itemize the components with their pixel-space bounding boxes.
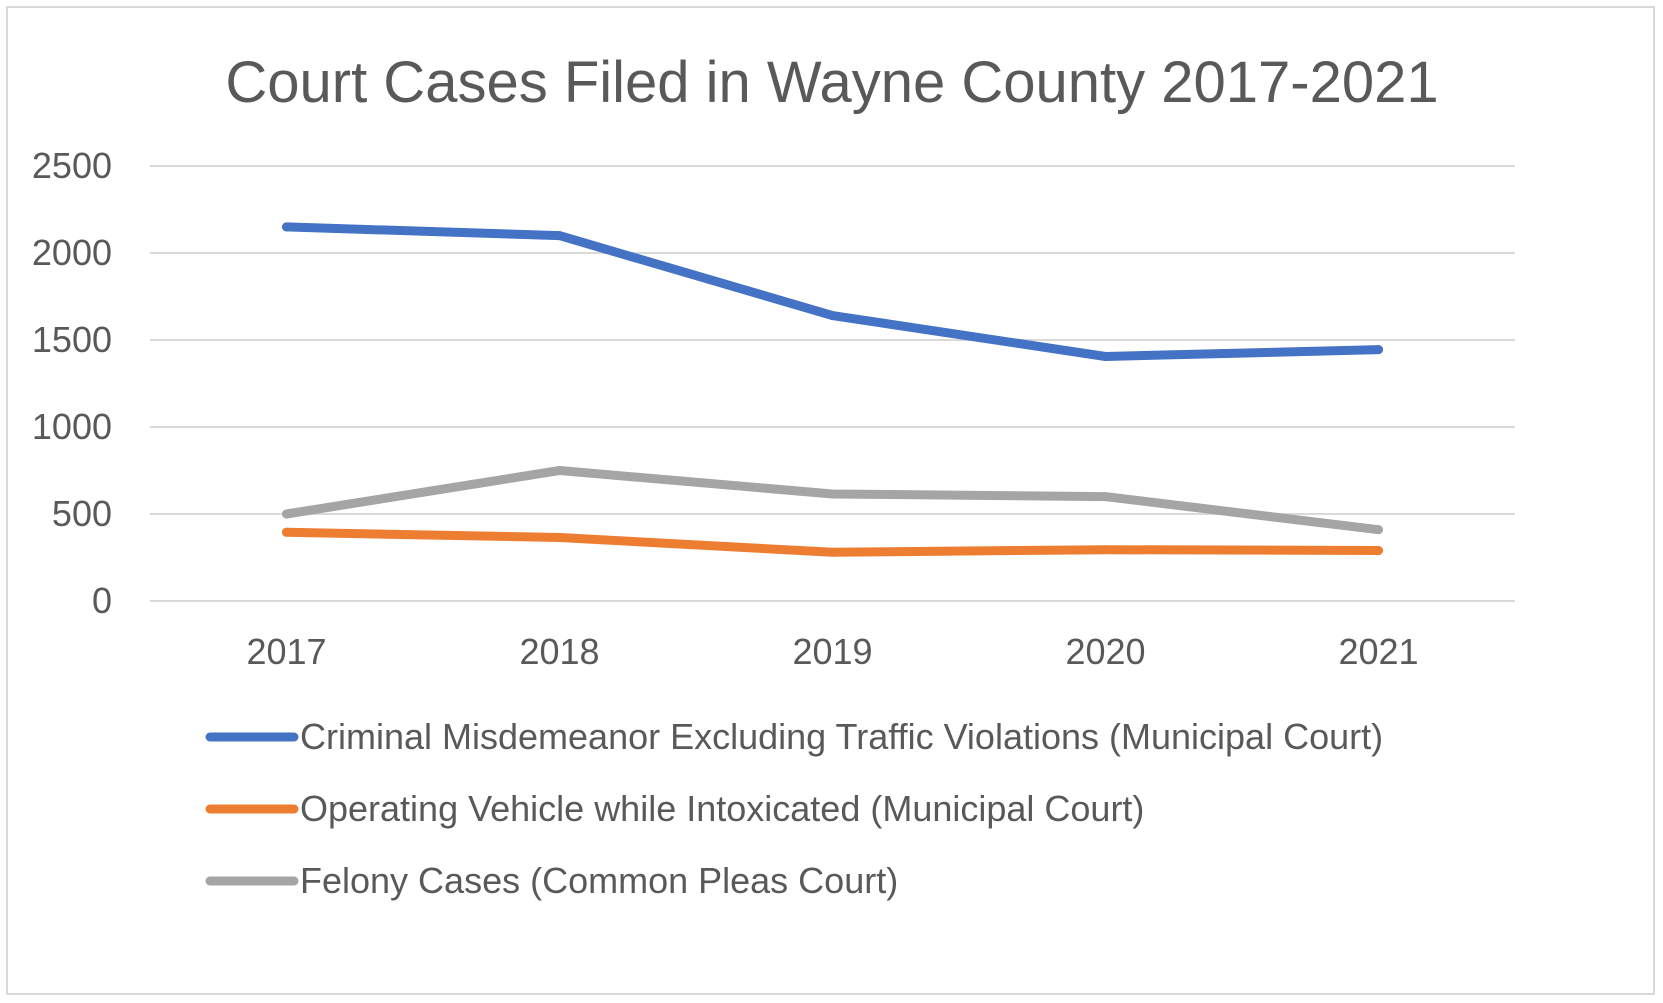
- data-point: [555, 231, 564, 241]
- data-point: [1374, 546, 1383, 556]
- y-axis-ticks: 0 500 1000 1500 2000 2500: [32, 145, 112, 621]
- legend-label: Operating Vehicle while Intoxicated (Mun…: [300, 788, 1144, 829]
- data-point: [555, 466, 564, 475]
- chart-frame: Court Cases Filed in Wayne County 2017-2…: [6, 6, 1655, 995]
- series-line-1: [282, 222, 1383, 361]
- x-tick-label: 2020: [1065, 631, 1145, 672]
- y-tick-label: 500: [52, 493, 112, 534]
- data-point: [1101, 545, 1110, 555]
- data-point: [282, 527, 291, 537]
- data-point: [828, 311, 837, 321]
- legend-label: Felony Cases (Common Pleas Court): [300, 860, 898, 901]
- series-lines: [282, 222, 1383, 557]
- data-point: [1101, 492, 1110, 502]
- data-point: [555, 532, 564, 542]
- x-axis-ticks: 2017 2018 2019 2020 2021: [246, 631, 1418, 672]
- data-point: [1374, 525, 1383, 535]
- legend-label: Criminal Misdemeanor Excluding Traffic V…: [300, 716, 1383, 757]
- legend: Criminal Misdemeanor Excluding Traffic V…: [205, 716, 1383, 901]
- data-point: [282, 509, 291, 519]
- data-point: [828, 547, 837, 557]
- x-tick-label: 2019: [792, 631, 872, 672]
- y-tick-label: 2000: [32, 232, 112, 273]
- line-chart: Court Cases Filed in Wayne County 2017-2…: [32, 50, 1515, 901]
- y-tick-label: 1500: [32, 319, 112, 360]
- chart-title: Court Cases Filed in Wayne County 2017-2…: [225, 50, 1438, 115]
- data-point: [1101, 352, 1110, 362]
- y-tick-label: 0: [92, 580, 112, 621]
- x-tick-label: 2017: [246, 631, 326, 672]
- x-tick-label: 2018: [519, 631, 599, 672]
- x-tick-label: 2021: [1338, 631, 1418, 672]
- data-point: [1374, 345, 1383, 355]
- series-line-3: [282, 466, 1383, 535]
- y-tick-label: 1000: [32, 406, 112, 447]
- data-point: [828, 489, 837, 499]
- y-tick-label: 2500: [32, 145, 112, 186]
- gridlines: [150, 165, 1515, 602]
- data-point: [282, 222, 291, 232]
